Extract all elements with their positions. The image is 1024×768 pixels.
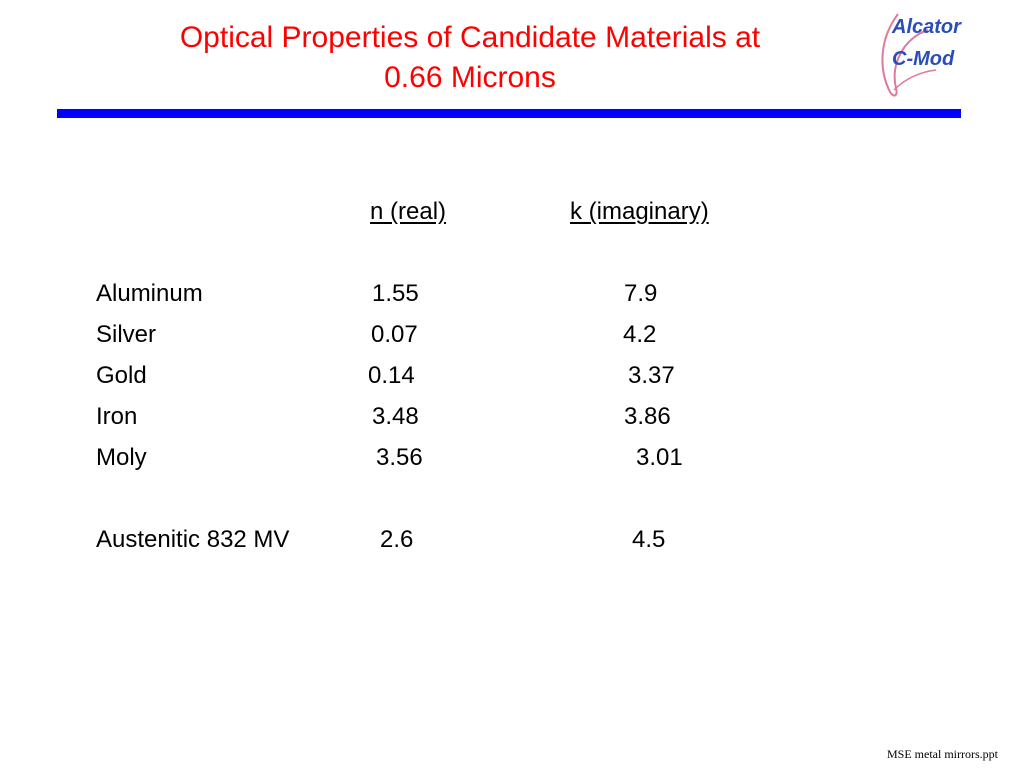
- slide-title: Optical Properties of Candidate Material…: [110, 18, 830, 98]
- row-n-value: 0.14: [368, 362, 415, 389]
- slide-title-line2: 0.66 Microns: [384, 61, 556, 94]
- row-material: Austenitic 832 MV: [96, 526, 290, 553]
- row-material: Gold: [96, 362, 147, 389]
- row-n-value: 2.6: [380, 526, 414, 553]
- logo-text-line1: Alcator: [892, 16, 961, 38]
- title-divider: [57, 109, 961, 118]
- row-material: Aluminum: [96, 280, 203, 307]
- row-material: Silver: [96, 321, 157, 348]
- header-k-imaginary: k (imaginary): [570, 198, 709, 225]
- row-material: Iron: [96, 403, 138, 430]
- row-material: Moly: [96, 444, 147, 471]
- row-k-value: 4.5: [632, 526, 666, 553]
- row-n-value: 0.07: [371, 321, 418, 348]
- alcator-cmod-logo: Alcator C-Mod: [876, 8, 976, 100]
- footer-filename: MSE metal mirrors.ppt: [887, 747, 998, 761]
- row-k-value: 3.01: [636, 444, 683, 471]
- row-n-value: 3.56: [376, 444, 423, 471]
- ribbon-icon: [881, 13, 937, 97]
- row-n-value: 1.55: [372, 280, 419, 307]
- row-n-value: 3.48: [372, 403, 419, 430]
- slide-title-line1: Optical Properties of Candidate Material…: [179, 21, 761, 54]
- row-k-value: 4.2: [623, 321, 657, 348]
- logo-text-line2: C-Mod: [892, 48, 955, 70]
- row-k-value: 3.86: [624, 403, 671, 430]
- row-k-value: 3.37: [628, 362, 675, 389]
- header-n-real: n (real): [370, 198, 447, 225]
- row-k-value: 7.9: [624, 280, 658, 307]
